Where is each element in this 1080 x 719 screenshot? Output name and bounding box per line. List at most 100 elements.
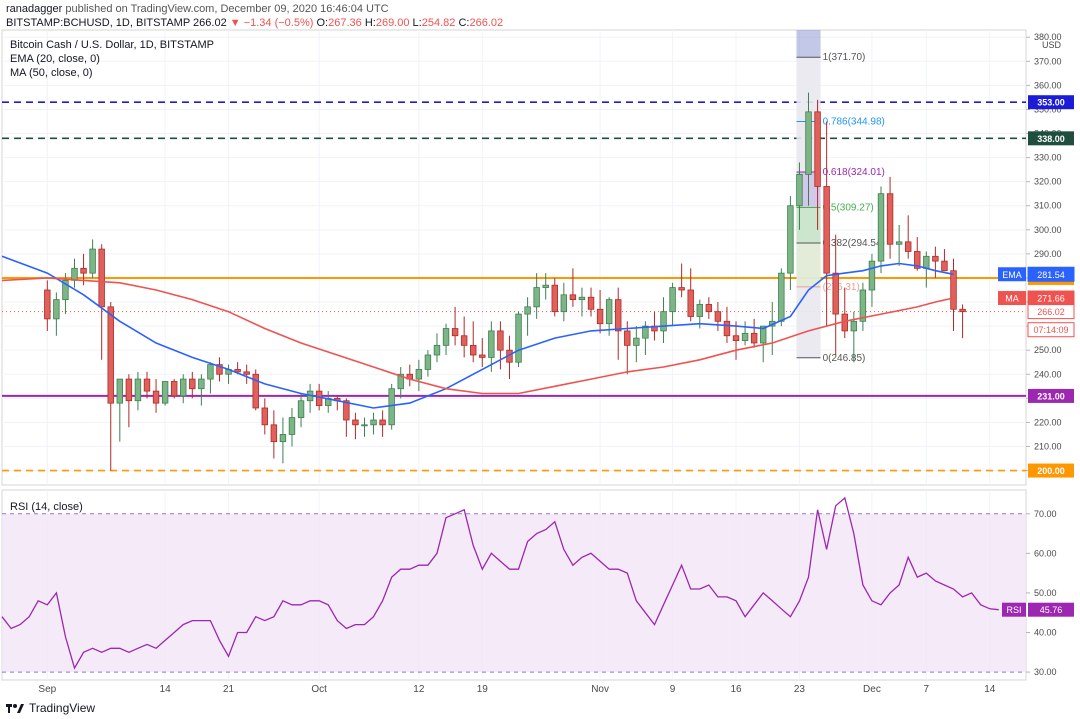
price-tick-label: 330.00	[1034, 153, 1062, 163]
price-tick-label: 220.00	[1034, 417, 1062, 427]
candle-down	[143, 378, 151, 392]
candle-up	[415, 369, 423, 380]
candle-down	[152, 390, 160, 404]
rsi-value-box	[1028, 602, 1074, 617]
candle-down	[261, 407, 269, 426]
candle-down	[243, 371, 250, 375]
candle-up	[370, 419, 377, 426]
date-tick-label: 19	[477, 684, 489, 695]
price-tick-label: 210.00	[1034, 441, 1062, 451]
moving-averages	[1, 255, 954, 409]
price-pane[interactable]	[1, 29, 1027, 486]
candle-up	[868, 260, 876, 291]
last-price-tag-box	[1027, 304, 1075, 320]
price-tick-label: 360.00	[1034, 80, 1062, 90]
tradingview-brand[interactable]: TradingView	[29, 701, 96, 715]
candle-down	[914, 251, 921, 269]
ma-price-tag-label: MA	[1005, 294, 1019, 304]
candle-down	[252, 373, 259, 409]
low-value: 254.82	[421, 17, 456, 29]
level-tag-label: 353.00	[1037, 98, 1065, 108]
candle-down	[451, 328, 459, 337]
candle-down	[624, 330, 631, 346]
legend-title: Bitcoin Cash / U.S. Dollar, 1D, BITSTAMP	[10, 39, 214, 51]
candle-up	[633, 337, 640, 346]
high-label: H:	[364, 17, 376, 29]
publisher-line: ranadagger published on TradingView.com,…	[6, 2, 503, 16]
candle-up	[877, 193, 885, 262]
ema-price-tag-label: EMA	[1002, 270, 1022, 280]
candle-up	[533, 287, 540, 308]
legend-ma: MA (50, close, 0)	[10, 67, 93, 79]
price-tick-label: 290.00	[1034, 249, 1062, 259]
candle-down	[941, 260, 948, 272]
price-tick-label: 370.00	[1034, 56, 1062, 66]
rsi-series	[1, 496, 1026, 673]
date-tick-label: 14	[160, 684, 172, 695]
candle-up	[759, 325, 767, 344]
fib-level-label: 0.786(344.98)	[823, 117, 885, 128]
candle-up	[524, 306, 531, 315]
date-tick-label: 7	[924, 684, 930, 695]
candle-up	[488, 330, 495, 358]
candle-up	[53, 299, 60, 320]
candle-up	[515, 313, 522, 363]
candle-up	[895, 241, 903, 245]
fib-level-label: 0.5(309.27)	[823, 202, 874, 213]
candle-down	[904, 241, 912, 252]
high-value: 269.00	[375, 17, 410, 29]
candle-up	[89, 248, 96, 274]
last-price: 266.02	[193, 17, 227, 29]
price-axis[interactable]: 200.00210.00220.00230.00240.00250.00260.…	[1026, 32, 1062, 677]
candle-down	[723, 320, 731, 337]
candle-up	[288, 417, 296, 435]
candle-down	[189, 378, 196, 390]
tradingview-logo-icon[interactable]	[6, 702, 24, 714]
candle-up	[796, 174, 803, 207]
chart-header: ranadagger published on TradingView.com,…	[6, 2, 503, 30]
candle-up	[279, 434, 287, 443]
low-label: L:	[412, 17, 422, 29]
candle-down	[950, 270, 957, 310]
price-tick-label: 310.00	[1034, 201, 1062, 211]
ma-price-tag: 271.66	[1037, 294, 1065, 304]
candle-up	[660, 311, 667, 332]
candle-down	[270, 424, 278, 443]
candle-up	[361, 424, 368, 427]
candle-down	[216, 364, 223, 375]
candle-up	[741, 332, 749, 341]
candle-up	[62, 279, 69, 301]
candle-up	[397, 373, 404, 390]
close-value: 266.02	[469, 17, 504, 29]
author-name[interactable]: ranadagger	[6, 3, 63, 15]
candle-down	[596, 308, 604, 325]
fib-level-label: 0(246.85)	[823, 353, 866, 364]
candle-up	[669, 287, 676, 313]
rsi-label: RSI	[1006, 605, 1021, 615]
candle-down	[750, 332, 758, 344]
candle-down	[460, 335, 468, 346]
candle-up	[605, 299, 613, 325]
date-tick-label: Dec	[863, 684, 881, 695]
level-tag	[1028, 388, 1074, 403]
candle-up	[859, 289, 867, 322]
candle-up	[424, 354, 432, 370]
candle-down	[479, 354, 486, 358]
ema-price-tag: 281.54	[1037, 270, 1065, 280]
fib-zone	[796, 207, 821, 243]
price-tick-label: 350.00	[1034, 104, 1062, 114]
rsi-value-tag: 45.76	[1040, 605, 1063, 615]
time-axis[interactable]: Sep 14 21 Oct 12 19 Nov 9 16 23 Dec 7 14	[38, 684, 995, 695]
candle-up	[433, 344, 441, 356]
legend-ema: EMA (20, close, 0)	[10, 53, 100, 65]
candle-down	[234, 369, 241, 373]
candle-up	[850, 320, 858, 332]
countdown-tag-box	[1027, 322, 1075, 338]
candle-up	[805, 111, 812, 175]
candle-down	[687, 289, 694, 317]
fib-level-label: 0.618(324.01)	[823, 167, 885, 178]
open-label: O:	[316, 17, 329, 29]
price-change: ▼ −1.34 (−0.5%)	[229, 17, 314, 29]
candle-down	[615, 299, 622, 332]
